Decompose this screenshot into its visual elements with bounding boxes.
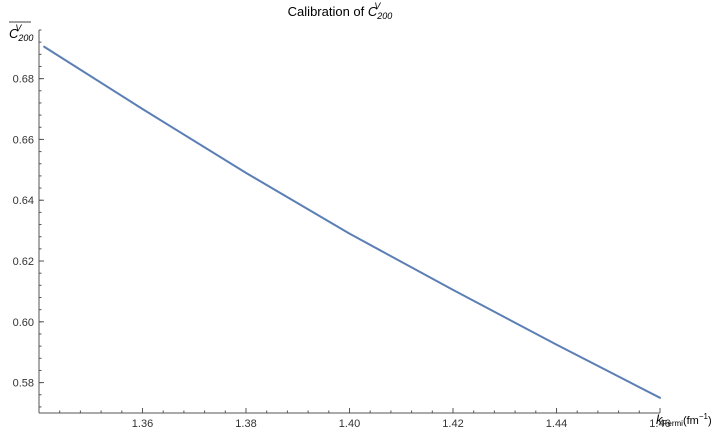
x-tick-label: 1.40 — [339, 418, 360, 430]
x-axis-label-unit-superscript: −1 — [699, 412, 709, 421]
x-axis-label-unit-open: (fm — [683, 415, 699, 427]
svg-text:C200V: C200V — [9, 23, 33, 43]
chart-title-symbol: C — [368, 4, 378, 19]
series-line — [43, 45, 661, 399]
x-tick-label: 1.46 — [649, 418, 670, 430]
y-axis-label-superscript: V — [15, 23, 22, 33]
x-tick-label: 1.44 — [546, 418, 567, 430]
y-tick-label: 0.64 — [13, 195, 34, 207]
chart-title-subscript: 200 — [376, 11, 392, 21]
x-axis-label-symbol: k — [656, 412, 664, 427]
y-tick-label: 0.68 — [13, 74, 34, 86]
x-axis-label-unit-close: ) — [708, 415, 712, 427]
y-tick-label: 0.62 — [13, 256, 34, 268]
y-tick-label: 0.60 — [13, 317, 34, 329]
y-axis-label: C200V — [9, 21, 33, 43]
plot-area — [43, 45, 661, 399]
x-tick-label: 1.36 — [132, 418, 153, 430]
chart-title: Calibration of C200V — [288, 1, 393, 21]
x-axis-label: kFermi(fm−1) — [656, 412, 712, 428]
axes: 1.36 1.38 1.40 1.42 1.44 1.46 0.58 0.60 0.62 0.64… — [13, 29, 671, 430]
x-axis-label-subscript: Fermi — [663, 419, 684, 428]
y-tick-label: 0.58 — [13, 378, 34, 390]
chart-title-prefix: Calibration of — [288, 4, 368, 19]
y-tick-label: 0.66 — [13, 134, 34, 146]
x-tick-label: 1.42 — [442, 418, 463, 430]
y-axis-label-subscript: 200 — [17, 33, 33, 43]
y-axis-label-symbol: C — [9, 26, 19, 41]
chart-title-superscript: V — [374, 1, 381, 11]
x-tick-label: 1.38 — [235, 418, 256, 430]
